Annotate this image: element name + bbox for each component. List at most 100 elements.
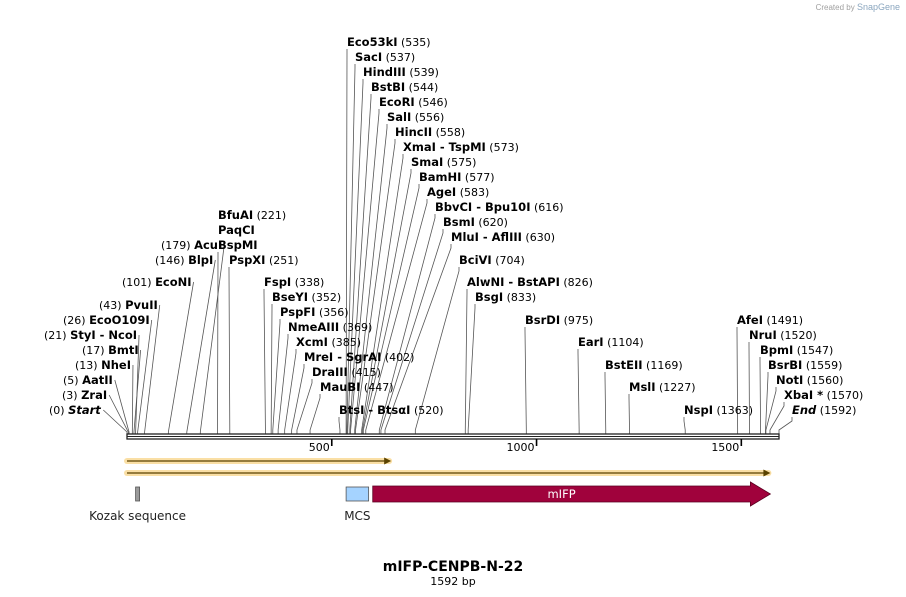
site-position-bamhi: (577)	[461, 171, 494, 184]
site-label-afei: AfeI (1491)	[737, 313, 803, 327]
site-name-alwni: AlwNI	[467, 275, 504, 289]
site-xbai: XbaI * (1570)	[784, 388, 863, 402]
site-label-xbai: XbaI * (1570)	[784, 388, 863, 402]
site-position-alwni: (826)	[560, 276, 593, 289]
site-alwni: AlwNI - BstAPI (826)	[467, 275, 593, 289]
site-xcmi: XcmI (385)	[296, 335, 361, 349]
site-name-bcivi: BciVI	[459, 253, 492, 267]
tick-label-1000: 1000	[507, 441, 535, 454]
site-label-hincii: HincII (558)	[395, 125, 465, 139]
site-name-styi: StyI	[70, 328, 96, 342]
site-nmeaiii: NmeAIII (369)	[288, 320, 372, 334]
site-bsmi: BsmI (620)	[443, 215, 508, 229]
site-aatii: (5) AatII	[63, 373, 113, 387]
site-position-bstbi: (544)	[405, 81, 438, 94]
site-name-mrei: MreI	[304, 350, 333, 364]
site-label-nhei: (13) NheI	[75, 358, 131, 372]
site-mlui: MluI - AflIII (630)	[451, 230, 555, 244]
site-name-ecori: EcoRI	[379, 95, 415, 109]
site-draiii: DraIII (415)	[312, 365, 381, 379]
site-name-bamhi: BamHI	[419, 170, 461, 184]
site-nhei: (13) NheI	[75, 358, 131, 372]
site-msli: MslI (1227)	[629, 380, 696, 394]
site-line-btsi	[338, 417, 341, 436]
site-line-nmeaiii	[277, 334, 289, 436]
site-maubi: MauBI (447)	[320, 380, 394, 394]
site-position-noti: (1560)	[803, 374, 843, 387]
site-position-nrui: (1520)	[777, 329, 817, 342]
site-zrai: (3) ZraI	[62, 388, 107, 402]
site-name-btsi: BtsI	[339, 403, 364, 417]
site-label-alwni: AlwNI - BstAPI (826)	[467, 275, 593, 289]
site-sali: SalI (556)	[387, 110, 444, 124]
site-line-bsrbi	[765, 372, 769, 436]
site-saci: SacI (537)	[355, 50, 415, 64]
site-label-bsrbi: BsrBI (1559)	[768, 358, 842, 372]
site-bcivi: BciVI (704)	[459, 253, 525, 267]
feature-label-kozak-sequence: Kozak sequence	[89, 509, 186, 523]
site-name-blpi: BlpI	[188, 253, 213, 267]
site-position-bbvci: (616)	[530, 201, 563, 214]
site-line-nspi	[683, 417, 686, 436]
site-name-pspfi: PspFI	[280, 305, 315, 319]
site-line-bamhi	[362, 184, 420, 436]
orf-tracks	[124, 457, 772, 477]
site-labels: (0) Start(3) ZraI(5) AatII(13) NheI(17) …	[44, 35, 863, 417]
site-position-hincii: (558)	[432, 126, 465, 139]
site-label-bfuai: BfuAI (221)	[218, 208, 286, 222]
site-lines	[103, 49, 793, 436]
site-pspfi: PspFI (356)	[280, 305, 349, 319]
site-position-bsrdi: (975)	[560, 314, 593, 327]
site-name-maubi: MauBI	[320, 380, 360, 394]
site-styi: (21) StyI - NcoI	[44, 328, 137, 342]
site-position-draiii: (415)	[348, 366, 381, 379]
site-label-nrui: NruI (1520)	[749, 328, 817, 342]
site-dash-mlui: -	[479, 230, 492, 244]
site-label-styi: (21) StyI - NcoI	[44, 328, 137, 342]
site-position-zrai: (3)	[62, 389, 81, 402]
site-name-nmeaiii: NmeAIII	[288, 320, 339, 334]
site-line-fspi	[263, 289, 266, 436]
site-position-pspfi: (356)	[315, 306, 348, 319]
site-line-zrai	[108, 394, 129, 436]
brand-prefix: Created by	[815, 3, 855, 12]
site-name-bstbi: BstBI	[371, 80, 405, 94]
site-position-bsrbi: (1559)	[802, 359, 842, 372]
site-position-bsgi: (833)	[503, 291, 536, 304]
site-label-bsteii: BstEII (1169)	[605, 358, 683, 372]
site-name-draiii: DraIII	[312, 365, 348, 379]
site-label-bsmi: BsmI (620)	[443, 215, 508, 229]
site-name-econi: EcoNI	[155, 275, 191, 289]
site-name-sali: SalI	[387, 110, 411, 124]
site-name-noti: NotI	[776, 373, 803, 387]
site-label-aatii: (5) AatII	[63, 373, 113, 387]
site-dash-mrei: -	[333, 350, 346, 364]
site-name-afei: AfeI	[737, 313, 763, 327]
site-bstbi: BstBI (544)	[371, 80, 438, 94]
site-acui: (179) AcuI	[161, 238, 222, 252]
site-position-blpi: (146)	[155, 254, 188, 267]
site-position-afei: (1491)	[763, 314, 803, 327]
site-label-ecori: EcoRI (546)	[379, 95, 448, 109]
site-position-eco53ki: (535)	[398, 36, 431, 49]
site-position-bsmi: (620)	[475, 216, 508, 229]
site-label-bcivi: BciVI (704)	[459, 253, 525, 267]
site-label-bpmi: BpmI (1547)	[760, 343, 833, 357]
site-name-bsrdi: BsrDI	[525, 313, 560, 327]
feature-label-mifp: mIFP	[547, 487, 575, 501]
site-line-ecori	[350, 109, 380, 436]
site-label-eari: EarI (1104)	[578, 335, 644, 349]
site-label-draiii: DraIII (415)	[312, 365, 381, 379]
site-label-noti: NotI (1560)	[776, 373, 843, 387]
site-name-agei: AgeI	[427, 185, 456, 199]
site-line-acui	[199, 244, 225, 436]
site-label-fspi: FspI (338)	[264, 275, 324, 289]
site-line-afei	[736, 327, 739, 436]
site-position-bmti: (17)	[82, 344, 108, 357]
site-label-ecoo109i: (26) EcoO109I	[63, 313, 150, 327]
site-position-sali: (556)	[411, 111, 444, 124]
site-name-saci: SacI	[355, 50, 382, 64]
site-name-bpmi: BpmI	[760, 343, 793, 357]
site-label-agei: AgeI (583)	[427, 185, 489, 199]
site-line-xcmi	[284, 349, 297, 436]
